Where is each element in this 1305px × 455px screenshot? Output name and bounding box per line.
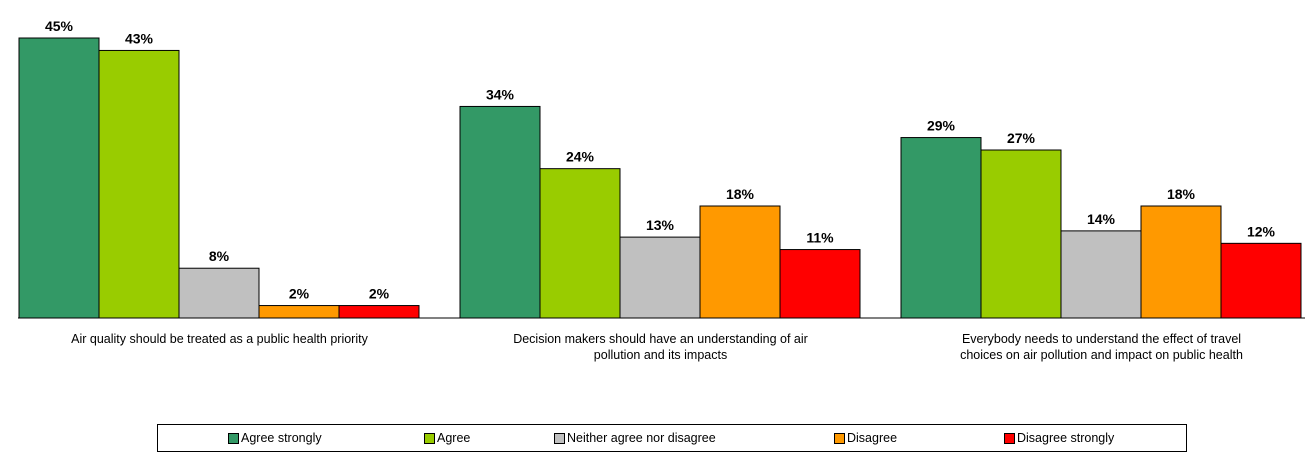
bar [178, 267, 260, 319]
legend-swatch [834, 432, 845, 444]
bar [900, 137, 982, 319]
category-label: Air quality should be treated as a publi… [71, 332, 368, 346]
data-label: 24% [566, 149, 595, 165]
legend-label: Disagree [847, 431, 898, 445]
data-label: 18% [726, 186, 755, 202]
legend-swatch [228, 432, 239, 444]
legend-item-agree-strongly: Agree strongly [228, 425, 322, 451]
bar [619, 236, 701, 319]
data-label: 8% [209, 248, 230, 264]
value-labels-layer: 45% 43% 8% 2% 2% 34% 24% 13% 18% 11% 29% 27% 14% 18% 1… [45, 18, 1276, 302]
data-label: 18% [1167, 186, 1196, 202]
bar-chart: 45% 43% 8% 2% 2% 34% 24% 13% 18% 11% 29% 27% 14% 18% 1… [18, 18, 1305, 362]
bar [779, 249, 861, 319]
category-label: choices on air pollution and impact on p… [960, 348, 1243, 362]
bar [459, 105, 541, 319]
bar [980, 149, 1062, 319]
bar [1220, 242, 1302, 319]
category-label: Decision makers should have an understan… [513, 332, 808, 346]
data-label: 27% [1007, 130, 1036, 146]
legend: Agree strongly Agree Neither agree nor d… [157, 424, 1187, 452]
data-label: 2% [289, 286, 310, 302]
data-label: 12% [1247, 223, 1276, 239]
data-label: 45% [45, 18, 74, 34]
data-label: 29% [927, 118, 956, 134]
legend-item-agree: Agree [424, 425, 470, 451]
data-label: 14% [1087, 211, 1116, 227]
bar [98, 49, 180, 319]
bar [338, 305, 420, 319]
legend-label: Agree strongly [241, 431, 322, 445]
legend-label: Neither agree nor disagree [567, 431, 716, 445]
data-label: 34% [486, 86, 515, 102]
bar [1060, 230, 1142, 319]
bar [18, 37, 100, 319]
legend-swatch [424, 432, 435, 444]
legend-item-disagree-strongly: Disagree strongly [1004, 425, 1114, 451]
data-label: 11% [806, 230, 834, 246]
legend-item-disagree: Disagree [834, 425, 897, 451]
legend-swatch [1004, 432, 1015, 444]
legend-item-neither: Neither agree nor disagree [554, 425, 716, 451]
legend-swatch [554, 432, 565, 444]
category-label: pollution and its impacts [594, 348, 727, 362]
bars-layer [18, 37, 1302, 319]
data-label: 43% [125, 30, 154, 46]
data-label: 2% [369, 286, 390, 302]
bar [1140, 205, 1222, 319]
bar [258, 305, 340, 319]
legend-label: Agree [437, 431, 471, 445]
legend-label: Disagree strongly [1017, 431, 1115, 445]
category-labels-layer: Air quality should be treated as a publi… [71, 332, 1243, 362]
bar [539, 168, 621, 319]
category-label: Everybody needs to understand the effect… [962, 332, 1241, 346]
bar [699, 205, 781, 319]
data-label: 13% [646, 217, 675, 233]
